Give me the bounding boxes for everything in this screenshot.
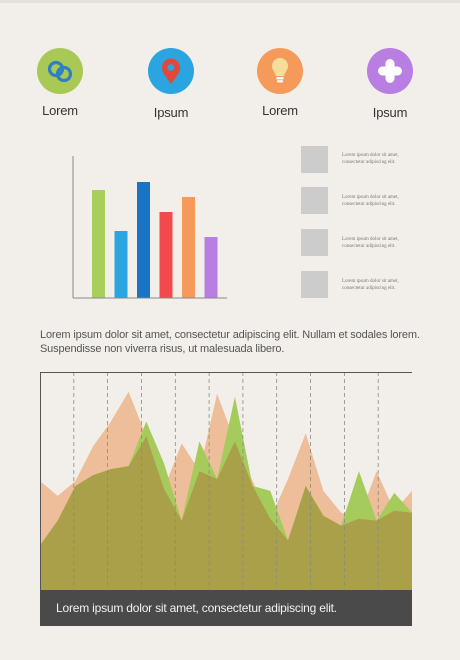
area-overlap	[40, 436, 412, 590]
bar-3	[137, 182, 150, 298]
area-chart	[40, 372, 412, 590]
bar-5	[182, 197, 195, 298]
feature-chain-link: Lorem	[25, 48, 95, 118]
plus-icon	[367, 48, 413, 94]
bar-2	[114, 231, 128, 298]
chart-caption: Lorem ipsum dolor sit amet, consectetur …	[40, 590, 412, 626]
legend-swatch	[301, 271, 328, 298]
feature-label: Lorem	[42, 103, 78, 118]
bar-4	[159, 212, 173, 298]
lightbulb-icon	[257, 48, 303, 94]
bar-1	[92, 190, 105, 298]
bar-chart	[72, 156, 227, 299]
feature-label: Ipsum	[153, 105, 189, 120]
feature-label: Ipsum	[372, 105, 408, 120]
legend-text: Lorem ipsum dolor sit amet, consectetur …	[342, 195, 399, 207]
legend-swatch	[301, 229, 328, 256]
bar-6	[204, 237, 218, 298]
feature-map-pin: Ipsum	[136, 48, 206, 120]
legend-swatch	[301, 187, 328, 214]
feature-label: Lorem	[262, 103, 298, 118]
feature-plus: Ipsum	[355, 48, 425, 120]
legend-text: Lorem ipsum dolor sit amet, consectetur …	[342, 153, 399, 165]
description-paragraph: Lorem ipsum dolor sit amet, consectetur …	[40, 329, 420, 355]
legend-text: Lorem ipsum dolor sit amet, consectetur …	[342, 237, 399, 249]
legend-swatch	[301, 146, 328, 173]
top-divider	[0, 0, 460, 3]
feature-lightbulb: Lorem	[245, 48, 315, 118]
chain-link-icon	[37, 48, 83, 94]
legend-text: Lorem ipsum dolor sit amet, consectetur …	[342, 279, 399, 291]
map-pin-icon	[148, 48, 194, 94]
area-chart-panel: Lorem ipsum dolor sit amet, consectetur …	[40, 372, 412, 626]
